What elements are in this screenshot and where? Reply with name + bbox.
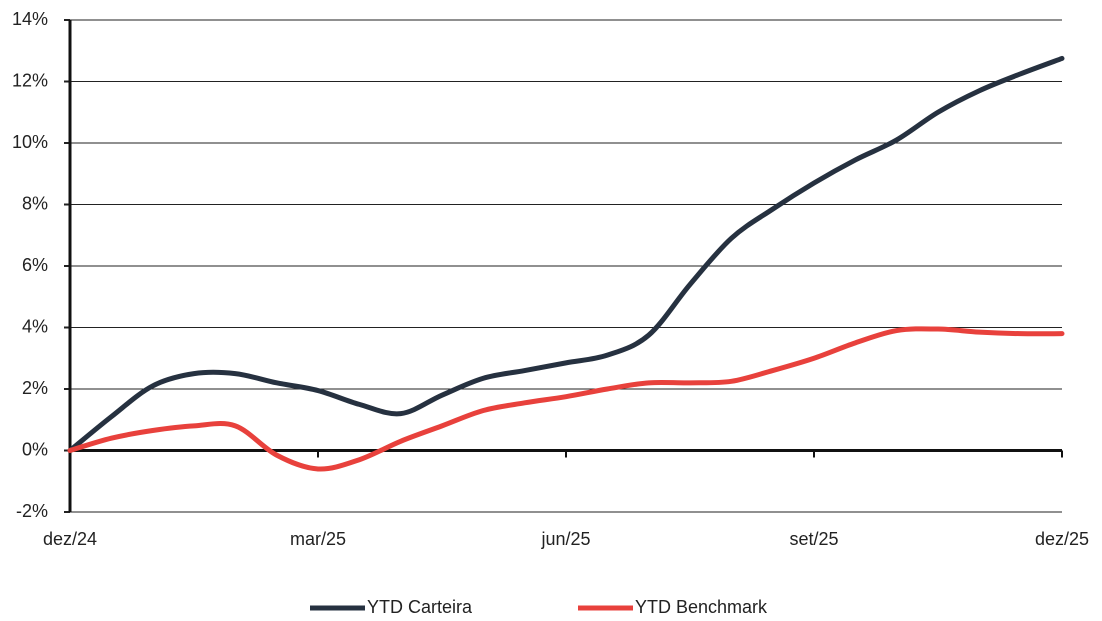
x-tick-label: jun/25 — [540, 529, 590, 549]
y-tick-label: 12% — [12, 70, 48, 90]
y-tick-label: 2% — [22, 378, 48, 398]
series-line — [67, 326, 1065, 472]
y-tick-label: 4% — [22, 316, 48, 336]
y-tick-label: 8% — [22, 193, 48, 213]
legend-label: YTD Benchmark — [635, 597, 768, 617]
y-tick-label: 0% — [22, 439, 48, 459]
x-tick-label: dez/24 — [43, 529, 97, 549]
y-tick-label: 10% — [12, 132, 48, 152]
x-tick-label: set/25 — [789, 529, 838, 549]
legend-label: YTD Carteira — [367, 597, 473, 617]
y-tick-label: 6% — [22, 255, 48, 275]
x-tick-label: dez/25 — [1035, 529, 1089, 549]
y-tick-label: 14% — [12, 9, 48, 29]
x-tick-label: mar/25 — [290, 529, 346, 549]
y-tick-label: -2% — [16, 501, 48, 521]
series-line — [67, 55, 1065, 453]
